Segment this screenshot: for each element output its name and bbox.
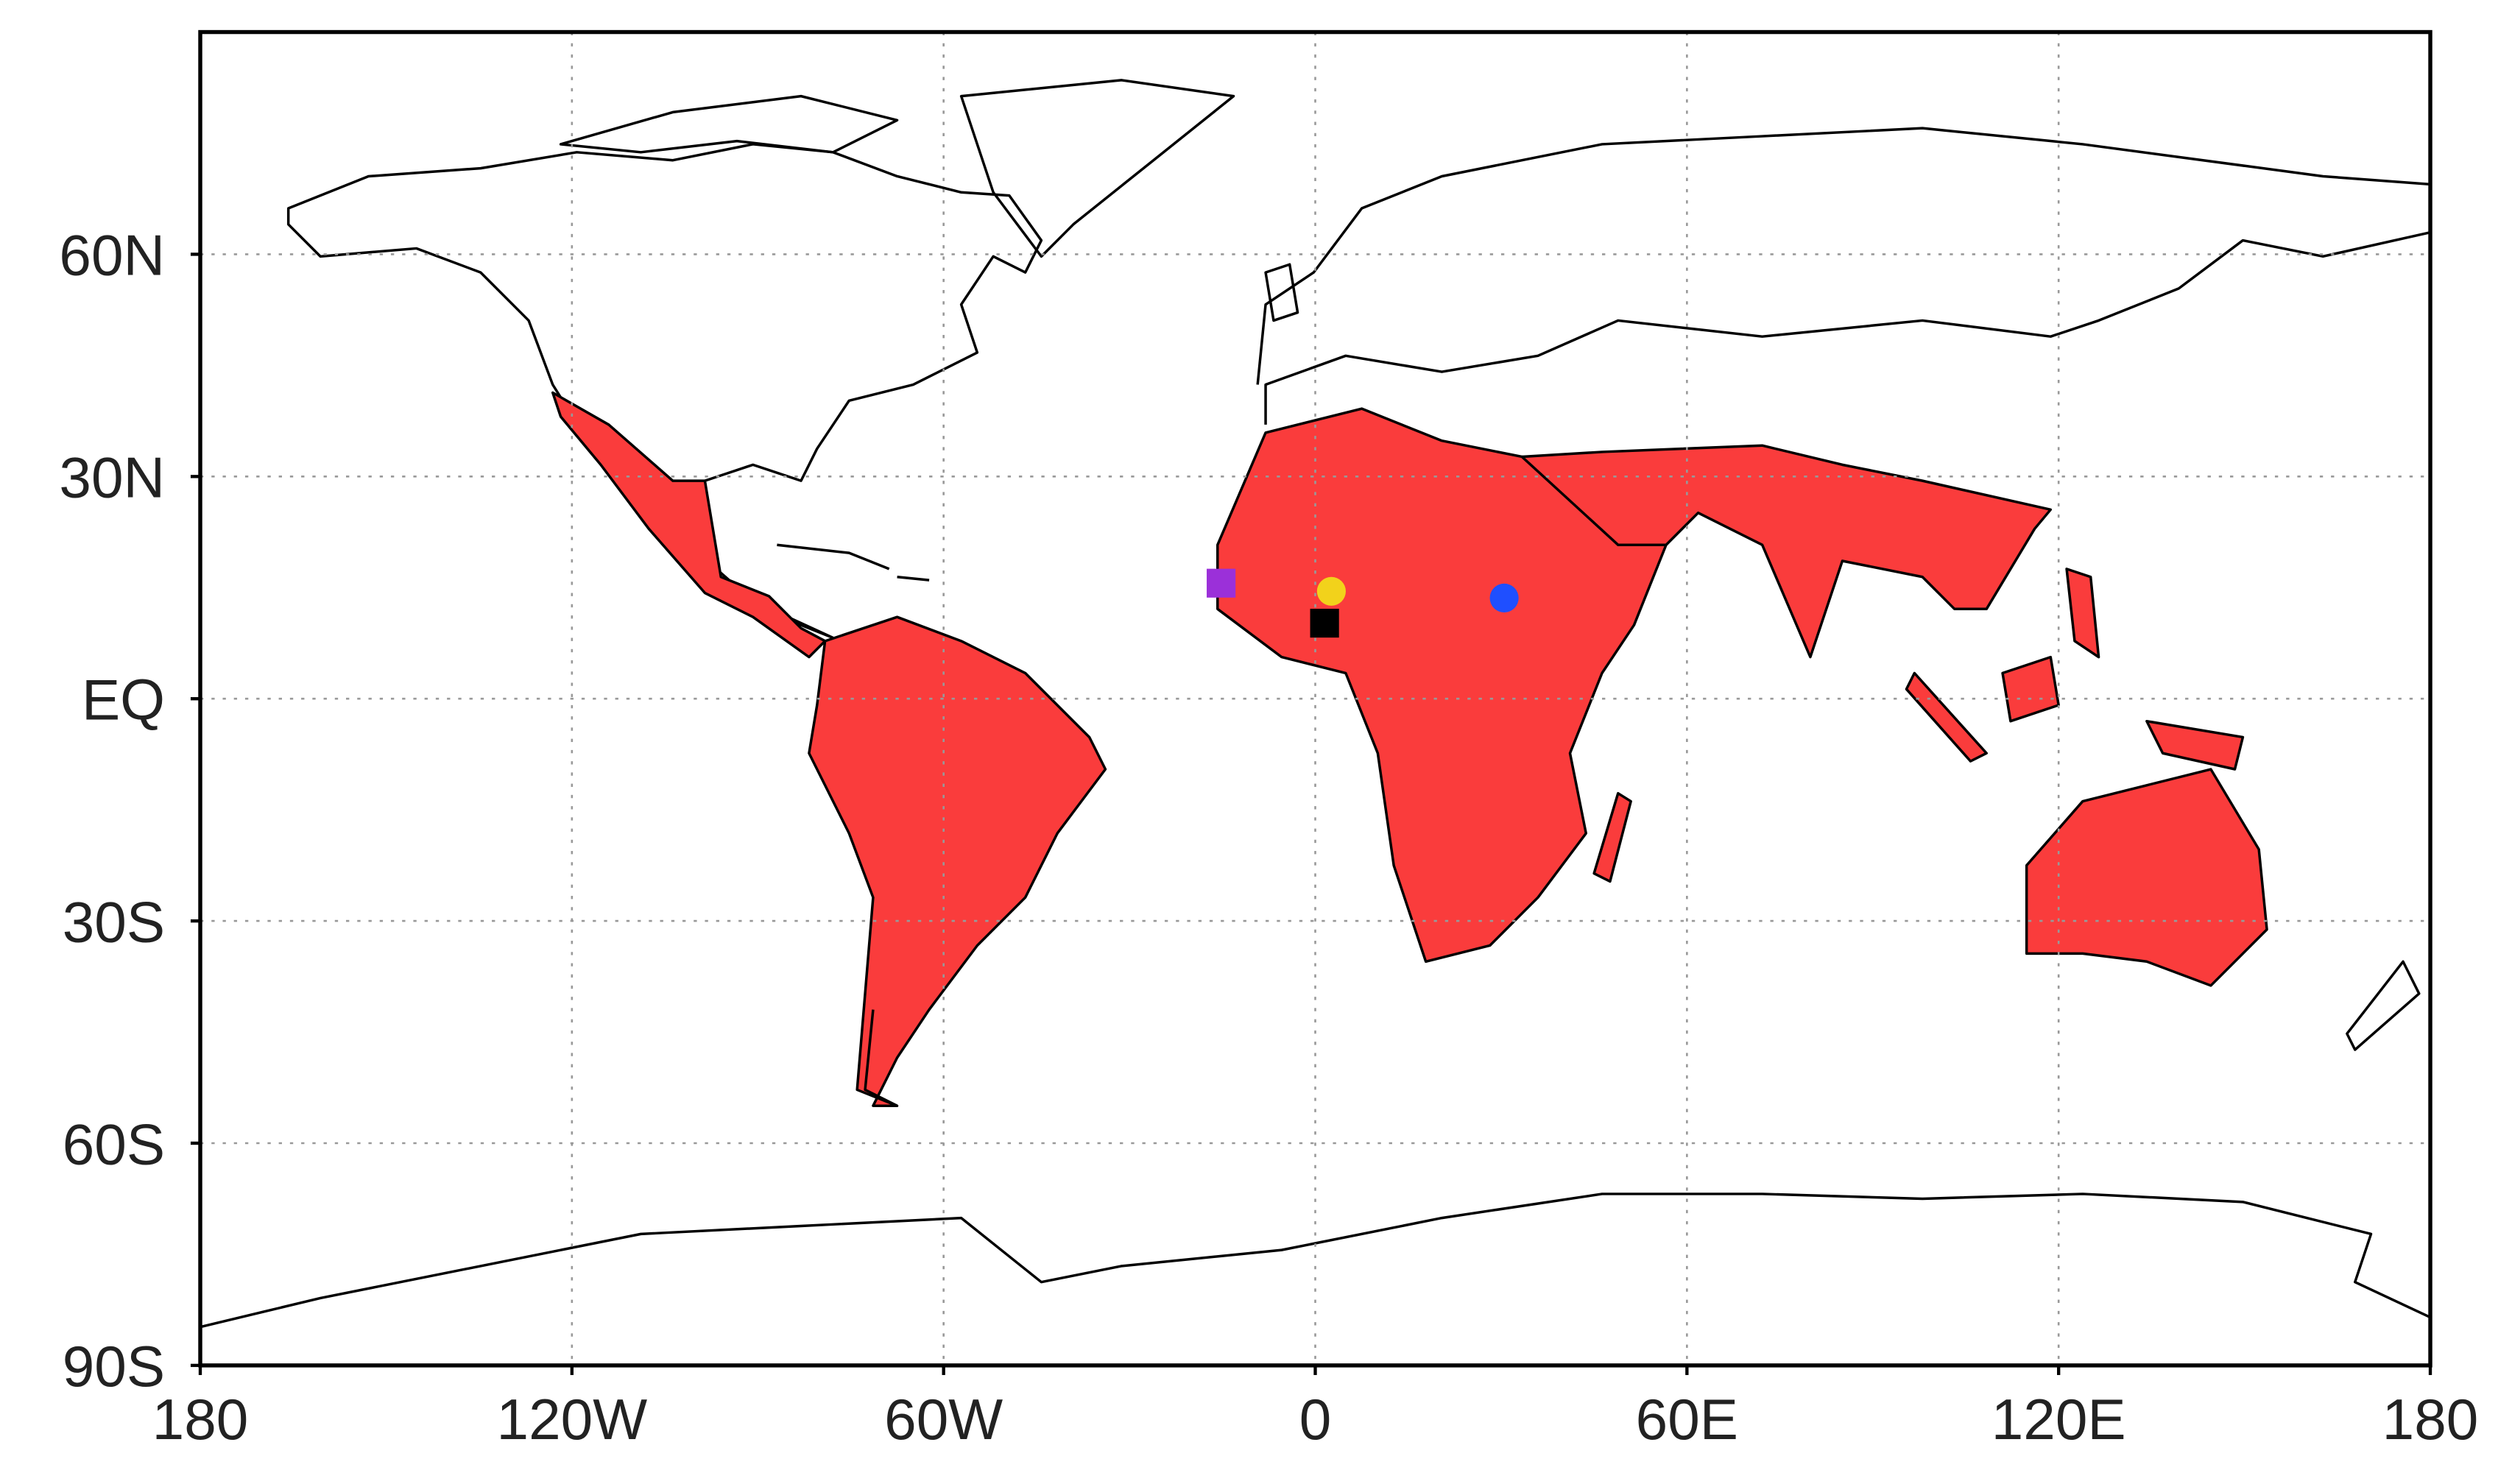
philippines: [2065, 568, 2100, 659]
north-america: [286, 143, 1043, 640]
grid: [190, 32, 2432, 1375]
south-america: [808, 615, 1107, 1107]
site-marker: [1207, 568, 1236, 598]
y-tick-label: EQ: [82, 668, 165, 732]
y-tick-label: 90S: [63, 1334, 165, 1399]
australia: [2025, 768, 2268, 987]
borneo: [2001, 655, 2060, 723]
continents: [200, 79, 2431, 1329]
british-isles: [1264, 263, 1299, 322]
eurasia: [1256, 127, 2431, 425]
site-marker: [1316, 576, 1346, 606]
y-tick-label: 60S: [63, 1112, 165, 1176]
new-guinea: [2145, 719, 2245, 771]
central-america: [551, 391, 827, 659]
x-tick-label: 120E: [1991, 1387, 2126, 1452]
plot-frame: [198, 29, 2432, 1368]
greenland: [959, 79, 1235, 258]
x-tick-label: 180: [2382, 1387, 2479, 1452]
x-tick-label: 60W: [884, 1387, 1003, 1452]
antarctica: [200, 1192, 2431, 1329]
arctic-islands: [559, 94, 899, 154]
y-tick-label: 60N: [59, 223, 165, 288]
new-zealand: [2346, 960, 2421, 1051]
caribbean: [777, 543, 930, 582]
madagascar: [1592, 791, 1632, 883]
x-tick-label: 60E: [1636, 1387, 1738, 1452]
y-tick-label: 30S: [63, 889, 165, 954]
markers: [1207, 568, 1519, 638]
site-marker: [1489, 583, 1519, 612]
patagonia: [864, 1009, 898, 1107]
south-asia: [1520, 444, 2053, 659]
x-tick-label: 120W: [497, 1387, 648, 1452]
site-marker: [1310, 608, 1339, 638]
y-tick-label: 30N: [59, 445, 165, 510]
x-tick-label: 180: [152, 1387, 249, 1452]
x-tick-label: 0: [1299, 1387, 1332, 1452]
sumatra: [1905, 671, 1989, 763]
